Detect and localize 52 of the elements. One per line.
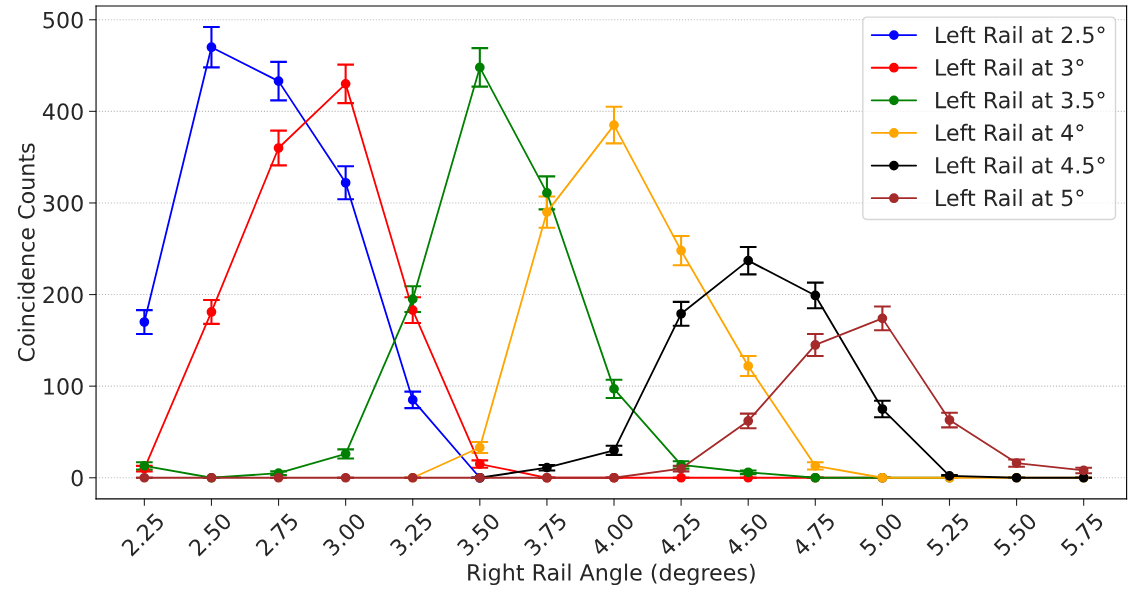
y-tick-label: 300 xyxy=(43,194,83,212)
y-tick-label: 0 xyxy=(71,469,83,487)
point xyxy=(676,308,686,319)
y-tick-label: 100 xyxy=(44,378,83,395)
point xyxy=(877,404,888,414)
point xyxy=(676,245,686,256)
legend-label: Left Rail at 5° xyxy=(936,189,1084,207)
point xyxy=(273,143,284,153)
point xyxy=(206,42,217,53)
point xyxy=(877,313,888,324)
point xyxy=(1011,458,1022,468)
point xyxy=(474,459,485,469)
y-tick-label: 500 xyxy=(43,11,83,29)
point xyxy=(609,120,619,130)
y-axis-title: Coincidence Counts xyxy=(17,143,35,362)
point xyxy=(743,255,754,266)
point xyxy=(273,472,284,483)
legend-label: Left Rail at 3.5° xyxy=(936,91,1105,109)
point xyxy=(139,472,150,483)
point xyxy=(944,415,955,425)
point xyxy=(139,317,150,327)
x-axis-title: Right Rail Angle (degrees) xyxy=(468,563,755,586)
legend-label: Left Rail at 3° xyxy=(936,58,1084,76)
point xyxy=(743,361,754,371)
point xyxy=(542,462,552,473)
legend-label: Left Rail at 4° xyxy=(936,123,1084,142)
point xyxy=(273,76,284,86)
point xyxy=(609,384,619,394)
point xyxy=(474,442,485,453)
point xyxy=(542,207,552,217)
point xyxy=(407,305,418,315)
point xyxy=(407,395,418,405)
point xyxy=(676,463,686,474)
point xyxy=(340,472,351,483)
point xyxy=(743,416,754,426)
y-tick-label: 400 xyxy=(42,103,83,121)
y-tick-label: 200 xyxy=(43,286,83,304)
point xyxy=(676,472,686,483)
point xyxy=(206,307,217,317)
point xyxy=(810,340,821,350)
point xyxy=(340,177,351,188)
point xyxy=(810,290,821,301)
legend-label: Left Rail at 4.5° xyxy=(936,156,1105,174)
point xyxy=(542,188,552,198)
point xyxy=(1078,465,1089,476)
point xyxy=(407,294,418,304)
point xyxy=(340,449,351,459)
point xyxy=(810,460,821,471)
point xyxy=(340,79,351,89)
point xyxy=(474,62,485,73)
legend-label: Left Rail at 2.5° xyxy=(936,26,1105,44)
point xyxy=(743,467,754,478)
